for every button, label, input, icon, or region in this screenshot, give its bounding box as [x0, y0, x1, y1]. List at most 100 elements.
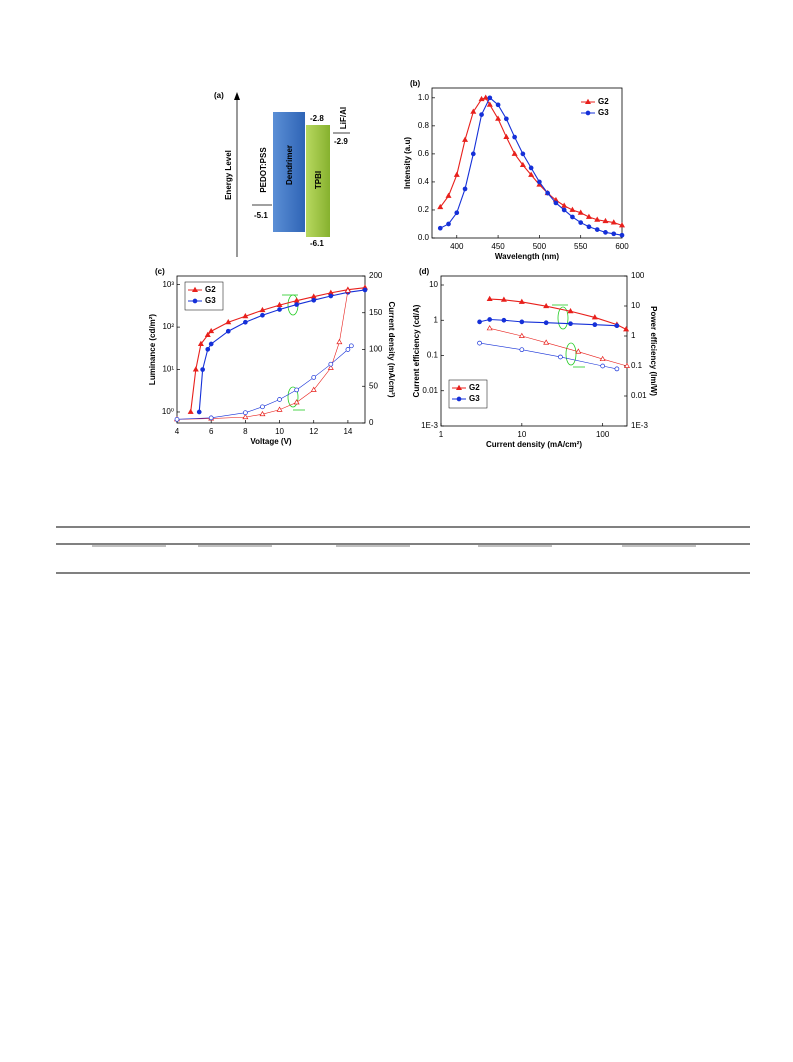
marker: [487, 317, 493, 322]
marker: [512, 134, 517, 140]
level-value: -6.1: [310, 239, 324, 248]
level-value: -2.9: [334, 137, 348, 146]
x-tick-label: 100: [596, 430, 610, 439]
marker: [454, 210, 460, 216]
y-tick-label: 0.8: [418, 121, 430, 130]
plot-frame: [431, 87, 623, 239]
marker: [500, 296, 507, 302]
marker: [277, 397, 282, 402]
marker: [518, 332, 525, 338]
marker: [585, 110, 591, 116]
marker: [311, 297, 317, 303]
marker: [503, 116, 509, 122]
axis-label: Energy Level: [224, 150, 233, 200]
marker: [519, 161, 526, 168]
y2-tick-label: 10: [631, 301, 640, 310]
marker: [294, 302, 299, 307]
y-tick-label: 10: [429, 280, 438, 289]
marker: [225, 318, 232, 325]
marker: [205, 346, 211, 352]
marker: [614, 366, 620, 372]
series-line: [198, 289, 366, 413]
y-tick-label: 10¹: [162, 365, 174, 374]
marker: [623, 362, 631, 368]
x-tick-label: 600: [615, 242, 629, 251]
marker: [602, 217, 609, 224]
marker: [437, 225, 443, 231]
y-tick-label: 0.01: [422, 386, 438, 395]
marker: [486, 295, 493, 301]
layer: [273, 112, 305, 232]
x-axis-label: Wavelength (nm): [495, 252, 559, 261]
marker: [196, 409, 202, 415]
marker: [243, 410, 248, 416]
panel-label: (a): [214, 91, 224, 100]
y2-axis-label: Power efficiency (lm/W): [649, 306, 658, 396]
marker: [537, 179, 542, 185]
marker: [528, 171, 535, 177]
marker: [528, 165, 534, 171]
y2-tick-label: 0.1: [631, 361, 643, 370]
marker: [336, 338, 343, 345]
marker: [446, 221, 451, 227]
marker: [242, 312, 249, 319]
marker: [260, 312, 265, 318]
series-line: [479, 342, 617, 370]
marker: [477, 340, 482, 346]
panel-label: (b): [410, 79, 421, 88]
legend-label: G3: [205, 296, 216, 305]
marker: [293, 399, 300, 405]
arrow: [234, 92, 240, 100]
marker: [519, 347, 525, 353]
table-rules: [56, 526, 750, 574]
marker: [191, 286, 199, 292]
marker: [591, 314, 598, 320]
x-tick-label: 6: [209, 427, 214, 436]
marker: [577, 209, 584, 215]
marker: [478, 95, 485, 102]
marker: [344, 287, 351, 293]
marker: [470, 151, 476, 157]
marker: [614, 323, 620, 329]
level-value: -2.8: [310, 114, 324, 123]
marker: [543, 302, 550, 309]
y2-tick-label: 100: [631, 271, 645, 280]
layer-name: TPBI: [314, 171, 323, 189]
marker: [603, 230, 608, 235]
legend-label: G2: [205, 285, 216, 294]
marker: [328, 361, 334, 367]
marker: [242, 413, 249, 420]
panel-label: (d): [419, 267, 430, 276]
marker: [570, 214, 575, 220]
marker: [592, 322, 598, 328]
marker: [599, 355, 606, 362]
marker: [569, 206, 576, 212]
y2-tick-label: 100: [369, 345, 383, 354]
series-line: [489, 298, 627, 330]
marker: [575, 348, 582, 354]
y2-tick-label: 50: [369, 381, 378, 390]
annotations: [282, 294, 585, 411]
marker: [610, 219, 617, 225]
marker: [225, 328, 231, 334]
marker: [482, 94, 489, 100]
x-tick-label: 12: [309, 427, 318, 436]
marker: [545, 190, 551, 196]
marker: [594, 227, 600, 232]
marker: [619, 232, 625, 238]
marker: [455, 384, 463, 390]
series-line: [176, 290, 349, 420]
marker: [501, 317, 507, 323]
marker: [568, 321, 573, 327]
x-tick-label: 500: [533, 242, 547, 251]
series-line: [489, 328, 628, 367]
y-axis-label: Luminance (cd/m²): [148, 314, 157, 385]
marker: [586, 224, 592, 230]
y2-tick-label: 150: [369, 308, 383, 317]
marker: [503, 133, 510, 140]
marker: [208, 327, 215, 334]
x-tick-label: 400: [450, 242, 464, 251]
marker: [511, 150, 518, 156]
marker: [276, 301, 283, 308]
